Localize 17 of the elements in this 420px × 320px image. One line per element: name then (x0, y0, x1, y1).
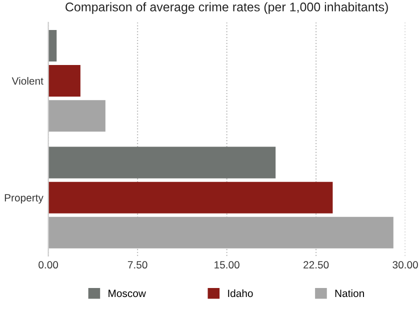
bar (48, 146, 276, 178)
bar (48, 100, 106, 132)
x-tick-label: 7.50 (128, 261, 148, 269)
legend-label: Moscow (108, 290, 146, 298)
y-tick-label: Violent (12, 77, 44, 85)
legend-label: Nation (335, 289, 364, 298)
y-tick-label: Property (4, 194, 44, 204)
bar (48, 65, 80, 97)
chart-title: Comparison of average crime rates (per 1,000 inhabitants) (66, 2, 388, 14)
bar (48, 30, 57, 62)
x-tick-label: 22.50 (304, 261, 329, 269)
bar (48, 182, 333, 214)
bar (48, 216, 394, 248)
x-tick-label: 15.00 (214, 261, 240, 269)
legend-label: Idaho (228, 289, 253, 298)
x-tick-label: 30.00 (392, 261, 418, 269)
x-tick-label: 0.00 (38, 261, 58, 269)
